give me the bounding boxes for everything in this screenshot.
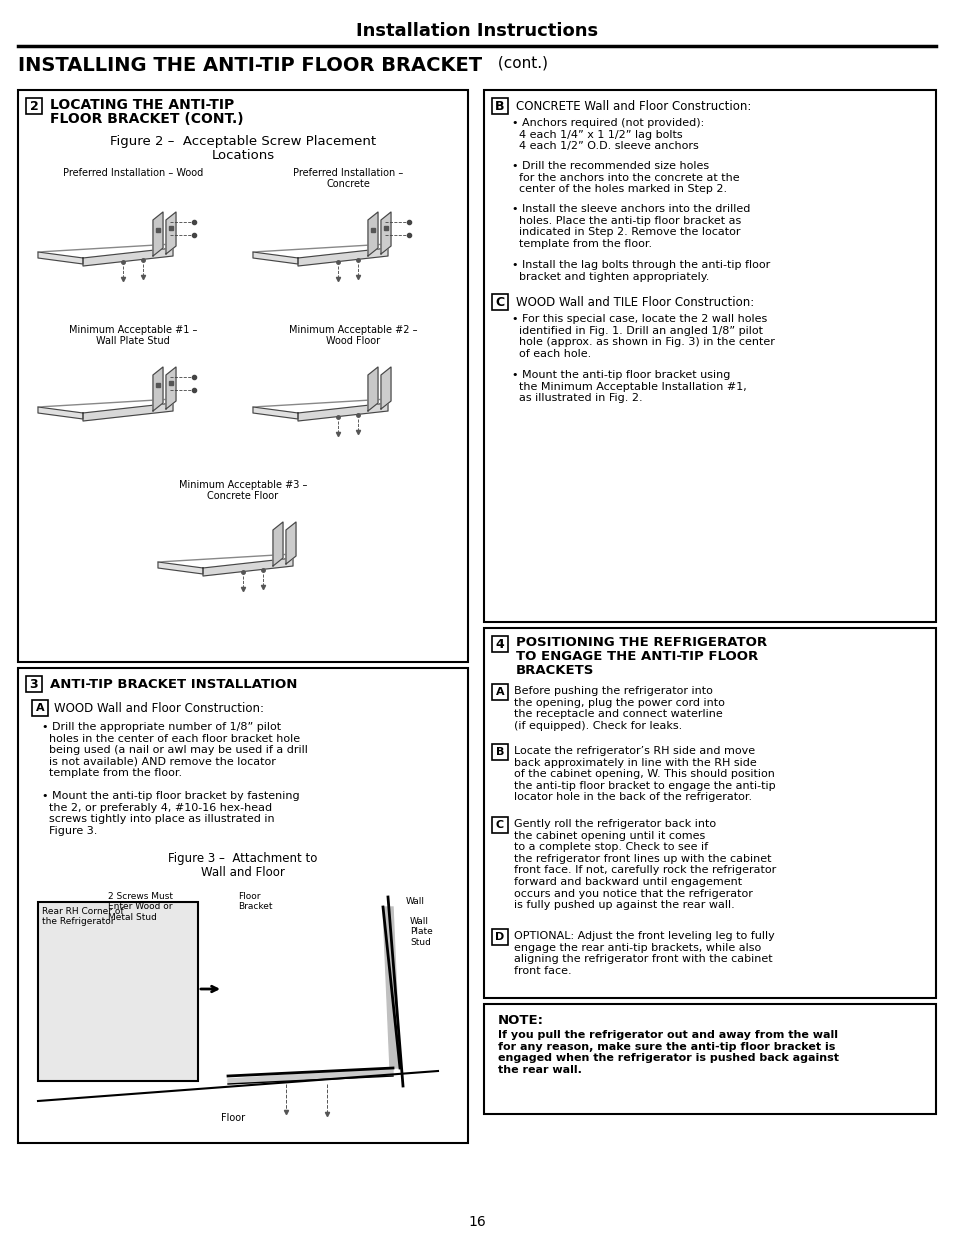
Text: • Mount the anti-tip floor bracket using
  the Minimum Acceptable Installation #: • Mount the anti-tip floor bracket using…: [512, 370, 746, 403]
Text: Wall: Wall: [406, 897, 424, 906]
Text: Figure 3 –  Attachment to: Figure 3 – Attachment to: [168, 852, 317, 864]
Text: 4: 4: [496, 637, 504, 651]
Polygon shape: [38, 408, 83, 419]
Polygon shape: [83, 248, 172, 266]
Bar: [492, 636, 507, 652]
Bar: [483, 90, 935, 622]
Text: B: B: [496, 747, 503, 757]
Text: • Anchors required (not provided):
  4 each 1/4” x 1 1/2” lag bolts
  4 each 1/2: • Anchors required (not provided): 4 eac…: [512, 119, 703, 151]
Text: Minimum Acceptable #1 –: Minimum Acceptable #1 –: [69, 325, 197, 335]
Text: Concrete: Concrete: [326, 179, 370, 189]
Polygon shape: [203, 558, 293, 576]
Polygon shape: [152, 212, 163, 256]
Bar: [18, 668, 468, 1144]
Polygon shape: [297, 248, 388, 266]
Text: (cont.): (cont.): [493, 56, 547, 70]
Text: A: A: [35, 703, 44, 713]
Text: LOCATING THE ANTI-TIP: LOCATING THE ANTI-TIP: [50, 98, 234, 112]
Text: BRACKETS: BRACKETS: [516, 664, 594, 677]
Bar: [492, 294, 507, 310]
Text: Floor
Bracket: Floor Bracket: [237, 892, 273, 911]
Bar: [26, 98, 42, 114]
Text: 2: 2: [30, 100, 38, 112]
Bar: [18, 90, 468, 662]
Bar: [32, 700, 48, 716]
Text: Wall and Floor: Wall and Floor: [201, 866, 285, 879]
Text: Minimum Acceptable #2 –: Minimum Acceptable #2 –: [289, 325, 416, 335]
Bar: [26, 676, 42, 692]
Polygon shape: [368, 212, 377, 256]
Polygon shape: [166, 367, 175, 409]
Polygon shape: [380, 212, 391, 254]
Text: • Install the lag bolts through the anti-tip floor
  bracket and tighten appropr: • Install the lag bolts through the anti…: [512, 261, 769, 282]
Polygon shape: [380, 367, 391, 409]
Text: OPTIONAL: Adjust the front leveling leg to fully
engage the rear anti-tip bracke: OPTIONAL: Adjust the front leveling leg …: [514, 931, 774, 976]
Polygon shape: [297, 403, 388, 421]
Text: D: D: [495, 932, 504, 942]
Bar: [492, 929, 507, 945]
Text: B: B: [495, 100, 504, 112]
Text: Before pushing the refrigerator into
the opening, plug the power cord into
the r: Before pushing the refrigerator into the…: [514, 685, 724, 731]
Text: Preferred Installation – Wood: Preferred Installation – Wood: [63, 168, 203, 178]
Text: Locate the refrigerator’s RH side and move
back approximately in line with the R: Locate the refrigerator’s RH side and mo…: [514, 746, 775, 803]
Polygon shape: [38, 252, 83, 264]
Text: WOOD Wall and TILE Floor Construction:: WOOD Wall and TILE Floor Construction:: [516, 296, 754, 309]
Text: • Install the sleeve anchors into the drilled
  holes. Place the anti-tip floor : • Install the sleeve anchors into the dr…: [512, 204, 750, 248]
Text: Figure 2 –  Acceptable Screw Placement: Figure 2 – Acceptable Screw Placement: [110, 135, 375, 148]
Text: Locations: Locations: [212, 149, 274, 162]
Text: Rear RH Corner of
the Refrigerator: Rear RH Corner of the Refrigerator: [42, 906, 124, 926]
Text: Concrete Floor: Concrete Floor: [207, 492, 278, 501]
Text: Wood Floor: Wood Floor: [326, 336, 379, 346]
Text: POSITIONING THE REFRIGERATOR: POSITIONING THE REFRIGERATOR: [516, 636, 766, 650]
Text: Installation Instructions: Installation Instructions: [355, 22, 598, 40]
Bar: [492, 818, 507, 832]
Polygon shape: [273, 522, 283, 566]
Polygon shape: [83, 403, 172, 421]
Text: INSTALLING THE ANTI-TIP FLOOR BRACKET: INSTALLING THE ANTI-TIP FLOOR BRACKET: [18, 56, 481, 75]
Polygon shape: [166, 212, 175, 254]
Text: TO ENGAGE THE ANTI-TIP FLOOR: TO ENGAGE THE ANTI-TIP FLOOR: [516, 650, 758, 663]
Polygon shape: [382, 906, 399, 1068]
Text: Preferred Installation –: Preferred Installation –: [293, 168, 403, 178]
Text: A: A: [496, 687, 504, 697]
Polygon shape: [152, 367, 163, 411]
Text: ANTI-TIP BRACKET INSTALLATION: ANTI-TIP BRACKET INSTALLATION: [50, 678, 297, 692]
Bar: [492, 98, 507, 114]
Bar: [38, 902, 198, 1081]
Text: • Drill the appropriate number of 1/8” pilot
  holes in the center of each floor: • Drill the appropriate number of 1/8” p…: [42, 722, 308, 778]
Polygon shape: [158, 562, 203, 574]
Bar: [483, 629, 935, 998]
Text: NOTE:: NOTE:: [497, 1014, 543, 1028]
Polygon shape: [368, 367, 377, 411]
Text: • Drill the recommended size holes
  for the anchors into the concrete at the
  : • Drill the recommended size holes for t…: [512, 161, 739, 194]
Text: Gently roll the refrigerator back into
the cabinet opening until it comes
to a c: Gently roll the refrigerator back into t…: [514, 819, 776, 910]
Text: FLOOR BRACKET (CONT.): FLOOR BRACKET (CONT.): [50, 112, 243, 126]
Polygon shape: [253, 408, 297, 419]
Bar: [483, 1004, 935, 1114]
Text: WOOD Wall and Floor Construction:: WOOD Wall and Floor Construction:: [54, 701, 264, 715]
Polygon shape: [286, 522, 295, 564]
Text: • For this special case, locate the 2 wall holes
  identified in Fig. 1. Drill a: • For this special case, locate the 2 wa…: [512, 314, 774, 359]
Text: • Mount the anti-tip floor bracket by fastening
  the 2, or preferably 4, #10-16: • Mount the anti-tip floor bracket by fa…: [42, 790, 299, 836]
Text: C: C: [495, 295, 504, 309]
Text: 3: 3: [30, 678, 38, 690]
Text: Minimum Acceptable #3 –: Minimum Acceptable #3 –: [178, 480, 307, 490]
Text: If you pull the refrigerator out and away from the wall
for any reason, make sur: If you pull the refrigerator out and awa…: [497, 1030, 838, 1074]
Text: Wall
Plate
Stud: Wall Plate Stud: [410, 918, 433, 947]
Text: C: C: [496, 820, 503, 830]
Polygon shape: [228, 1068, 393, 1084]
Text: 2 Screws Must
Enter Wood or
Metal Stud: 2 Screws Must Enter Wood or Metal Stud: [108, 892, 172, 921]
Polygon shape: [253, 252, 297, 264]
Text: Wall Plate Stud: Wall Plate Stud: [96, 336, 170, 346]
Text: CONCRETE Wall and Floor Construction:: CONCRETE Wall and Floor Construction:: [516, 100, 751, 112]
Text: 16: 16: [468, 1215, 485, 1229]
Bar: [492, 743, 507, 760]
Bar: [492, 684, 507, 700]
Text: Floor: Floor: [221, 1113, 245, 1123]
